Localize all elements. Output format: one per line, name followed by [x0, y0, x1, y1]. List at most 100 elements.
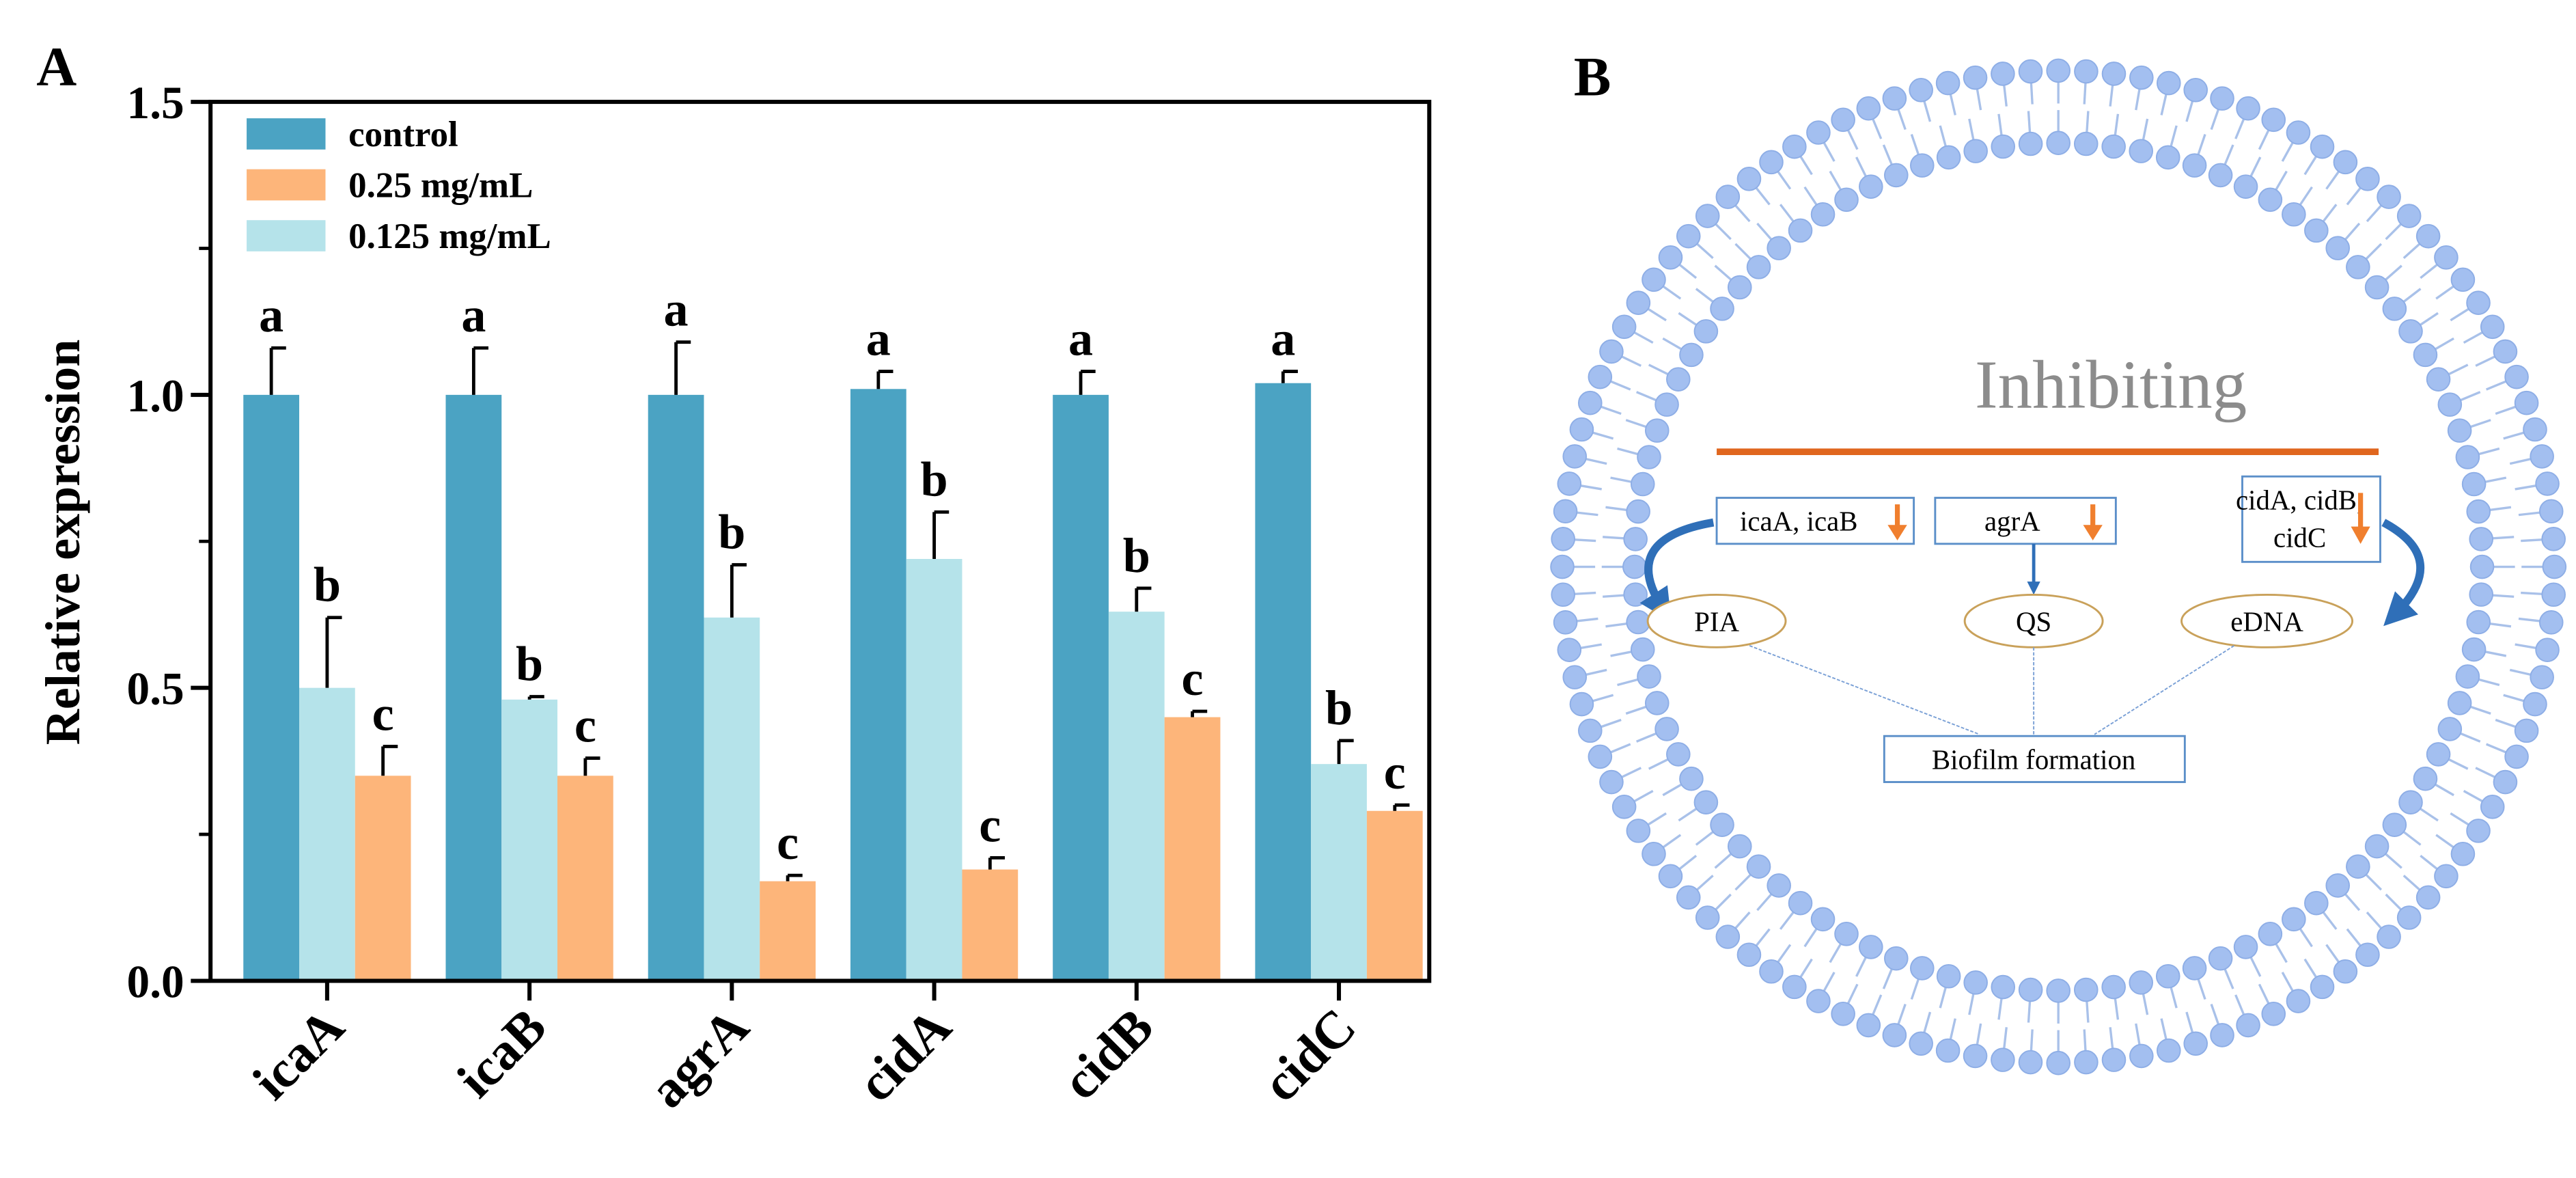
lipid-head — [2282, 907, 2306, 932]
significance-label: b — [516, 636, 543, 691]
node-label: PIA — [1694, 606, 1739, 637]
lipid-head — [2156, 70, 2181, 96]
panel-label: A — [36, 36, 77, 98]
lipid-head — [2282, 202, 2306, 227]
lipid-head — [2542, 554, 2567, 579]
lipid-head — [1727, 275, 1752, 300]
significance-label: b — [1123, 528, 1150, 583]
bar — [1053, 394, 1109, 981]
lipid-head — [2233, 174, 2258, 199]
gene-label: cidA, cidB, — [2236, 484, 2364, 515]
lipid-head — [1991, 61, 2015, 86]
lipid-head — [2364, 275, 2390, 300]
lipid-head — [1806, 989, 1831, 1013]
lipid-head — [2538, 499, 2564, 524]
lipid-head — [1963, 65, 1988, 90]
lipid-head — [2461, 637, 2487, 662]
lipid-head — [2535, 471, 2560, 496]
lipid-head — [1963, 139, 1988, 163]
significance-label: a — [866, 312, 891, 366]
lipid-head — [2304, 890, 2329, 916]
lipid-head — [1654, 392, 1679, 417]
lipid-head — [2504, 744, 2529, 769]
x-tick-label: icaB — [445, 997, 557, 1109]
significance-label: a — [664, 282, 689, 337]
lipid-head — [2325, 873, 2351, 898]
lipid-head — [2413, 766, 2438, 791]
lipid-head — [2382, 297, 2407, 321]
lipid-head — [1882, 1023, 1907, 1047]
lipid-head — [2233, 935, 2258, 959]
lipid-head — [1935, 1038, 1961, 1063]
lipid-head — [1935, 70, 1961, 96]
lipid-head — [2480, 314, 2505, 340]
curved-arrow — [1639, 518, 1715, 622]
lipid-head — [1856, 1013, 1881, 1038]
legend-label: control — [348, 115, 458, 154]
lipid-head — [2236, 1013, 2260, 1038]
lipid-head — [1642, 267, 1666, 292]
y-tick-label: 1.0 — [127, 370, 184, 422]
lipid-head — [2530, 444, 2554, 469]
lipid-head — [2310, 134, 2335, 159]
gene-box — [1934, 497, 2117, 545]
lipid-head — [2261, 1001, 2286, 1026]
lipid-head — [1644, 418, 1670, 443]
significance-label: a — [1068, 312, 1093, 366]
lipid-head — [2046, 131, 2071, 155]
lipid-head — [1715, 924, 1741, 949]
lipid-head — [1626, 609, 1650, 635]
lipid-head — [1715, 184, 1741, 209]
lipid-head — [1551, 527, 1575, 551]
lipid-head — [2461, 471, 2487, 497]
links — [1749, 645, 2234, 735]
lipid-head — [2355, 167, 2380, 191]
lipid-head — [1882, 86, 1907, 111]
lipid-head — [2046, 1050, 2071, 1076]
lipid-head — [2514, 390, 2539, 415]
lipid-head — [2101, 61, 2127, 86]
lipid-head — [2333, 150, 2358, 175]
significance-label: c — [777, 815, 799, 870]
lipid-head — [2480, 794, 2505, 819]
lipid-head — [1767, 873, 1791, 898]
lipid-head — [1695, 204, 1720, 228]
significance-label: b — [921, 452, 948, 506]
lipid-head — [2346, 854, 2370, 879]
lipid-head — [1578, 390, 1603, 415]
lipid-head — [1623, 527, 1648, 551]
lipid-head — [2447, 418, 2472, 443]
bar — [962, 869, 1019, 981]
lipid-head — [1746, 854, 1771, 879]
x-tick-label: agrA — [638, 997, 760, 1119]
lipid-head — [2382, 812, 2407, 837]
lipid-head — [2493, 769, 2518, 795]
lipid-head — [1963, 970, 1988, 995]
bar — [1311, 764, 1367, 981]
lipid-head — [1909, 956, 1935, 981]
lipid-head — [1642, 841, 1666, 866]
lipid-head — [1553, 499, 1578, 524]
lipid-head — [2466, 609, 2491, 635]
lipid-head — [2286, 989, 2311, 1013]
lipid-head — [2434, 245, 2459, 270]
lipid-head — [2450, 841, 2476, 866]
lipid-head — [1788, 218, 1813, 243]
lipid-head — [2523, 691, 2547, 717]
significance-label: b — [314, 558, 341, 612]
lipid-head — [2101, 134, 2126, 159]
lipid-head — [1834, 187, 1859, 213]
bar — [906, 558, 962, 981]
lipid-head — [2455, 445, 2480, 469]
lipid-head — [2466, 499, 2491, 524]
lipid-head — [2018, 1050, 2043, 1075]
bar — [850, 389, 906, 981]
lipid-head — [2210, 1023, 2234, 1047]
lipid-head — [2018, 977, 2043, 1002]
lipid-head — [1767, 236, 1791, 260]
lipid-head — [2155, 145, 2180, 170]
y-tick-label: 1.5 — [127, 77, 184, 128]
significance-label: c — [979, 797, 1001, 852]
lipid-head — [1909, 1031, 1933, 1056]
